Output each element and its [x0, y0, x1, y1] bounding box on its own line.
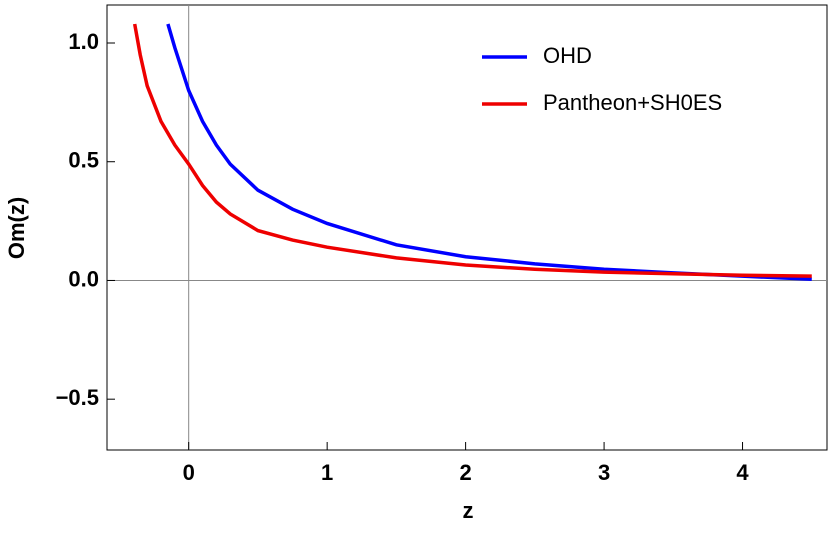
- y-tick-label: −0.5: [56, 385, 99, 410]
- plot-frame: [106, 4, 828, 451]
- x-axis-label: z: [463, 498, 474, 523]
- y-tick-label: 0.5: [68, 148, 99, 173]
- y-axis-label: Om(z): [4, 197, 29, 259]
- line-series: [132, 23, 812, 278]
- legend-label: OHD: [543, 43, 592, 68]
- legend-label: Pantheon+SH0ES: [543, 90, 722, 115]
- y-tick-label: 1.0: [68, 29, 99, 54]
- y-tick-label: 0.0: [68, 266, 99, 291]
- x-tick-label: 2: [459, 460, 471, 485]
- x-tick-label: 1: [321, 460, 333, 485]
- x-tick-label: 4: [736, 460, 749, 485]
- x-tick-label: 3: [598, 460, 610, 485]
- line-series: [166, 23, 812, 282]
- x-tick-label: 0: [183, 460, 195, 485]
